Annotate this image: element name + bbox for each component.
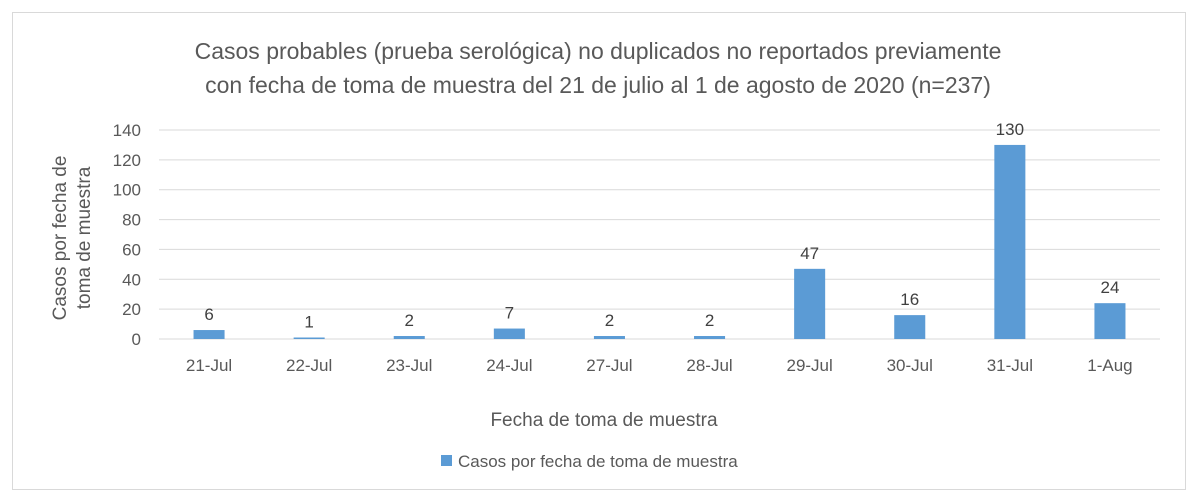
x-tick-label: 23-Jul: [386, 356, 432, 375]
x-tick-label: 27-Jul: [586, 356, 632, 375]
bar: [894, 315, 926, 339]
data-label: 16: [900, 290, 919, 309]
bar: [493, 328, 525, 339]
x-axis-title: Fecha de toma de muestra: [490, 410, 717, 431]
bar: [193, 330, 225, 339]
x-tick-label: 22-Jul: [286, 356, 332, 375]
x-axis-ticks: 21-Jul 22-Jul 23-Jul 24-Jul 27-Jul 28-Jul 29-J…: [186, 356, 1133, 375]
x-tick-label: 28-Jul: [686, 356, 732, 375]
x-tick-label: 24-Jul: [486, 356, 532, 375]
data-label: 2: [605, 311, 614, 330]
y-tick-label: 100: [113, 181, 141, 200]
data-label: 1: [304, 313, 313, 332]
bar: [794, 268, 826, 339]
chart-title-line-2: con fecha de toma de muestra del 21 de j…: [205, 72, 991, 98]
y-tick-label: 0: [132, 330, 141, 349]
bar: [994, 144, 1026, 339]
data-label: 47: [800, 244, 819, 263]
chart-title-line-1: Casos probables (prueba serológica) no d…: [195, 38, 1002, 64]
bar: [1094, 303, 1126, 339]
y-tick-label: 120: [113, 151, 141, 170]
data-label: 130: [996, 120, 1024, 139]
chart-frame: [12, 12, 1186, 490]
gridlines: [159, 129, 1160, 310]
y-tick-label: 80: [122, 211, 141, 230]
legend: Casos por fecha de toma de muestra: [441, 452, 738, 471]
x-tick-label: 21-Jul: [186, 356, 232, 375]
y-axis-ticks: 0 20 40 60 80 100 120 140: [113, 121, 141, 349]
y-axis-title: Casos por fecha de toma de muestra: [50, 156, 95, 321]
data-label: 7: [505, 304, 514, 323]
bar: [393, 336, 425, 339]
y-tick-label: 20: [122, 300, 141, 319]
y-axis-title-line-1: Casos por fecha de: [50, 156, 71, 321]
y-tick-label: 40: [122, 270, 141, 289]
x-tick-label: 30-Jul: [887, 356, 933, 375]
y-tick-label: 60: [122, 240, 141, 259]
legend-label: Casos por fecha de toma de muestra: [458, 452, 738, 471]
data-label: 2: [405, 311, 414, 330]
bar: [694, 336, 726, 339]
data-label: 6: [204, 305, 213, 324]
data-label: 2: [705, 311, 714, 330]
x-tick-label: 31-Jul: [987, 356, 1033, 375]
bars: [193, 144, 1126, 339]
bar: [593, 336, 625, 339]
legend-swatch: [441, 455, 452, 466]
data-label: 24: [1100, 278, 1119, 297]
bar: [293, 337, 325, 339]
y-axis-title-line-2: toma de muestra: [74, 166, 95, 309]
x-tick-label: 29-Jul: [786, 356, 832, 375]
x-tick-label: 1-Aug: [1087, 356, 1132, 375]
chart-title: Casos probables (prueba serológica) no d…: [195, 38, 1002, 98]
y-tick-label: 140: [113, 121, 141, 140]
